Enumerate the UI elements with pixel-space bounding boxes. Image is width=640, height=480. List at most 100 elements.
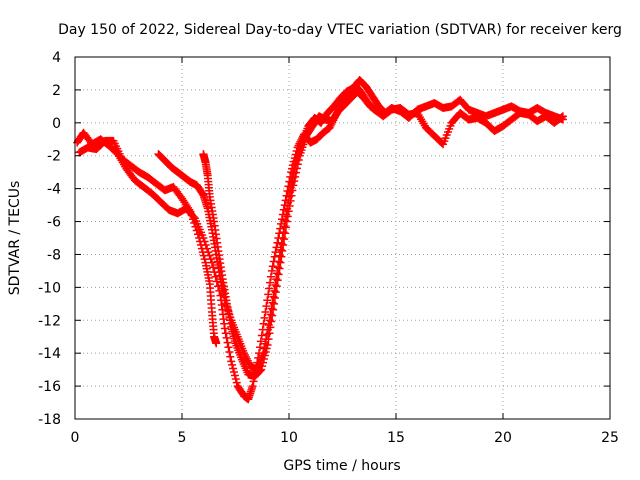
data-point bbox=[289, 181, 298, 190]
data-point bbox=[195, 234, 204, 242]
data-point bbox=[260, 313, 269, 322]
data-point bbox=[263, 340, 272, 349]
data-point bbox=[226, 352, 235, 361]
data-point bbox=[284, 207, 293, 216]
data-point bbox=[270, 299, 279, 308]
chart-title: Day 150 of 2022, Sidereal Day-to-day VTE… bbox=[58, 22, 622, 38]
data-point bbox=[259, 358, 268, 367]
data-point bbox=[221, 329, 230, 338]
data-point bbox=[265, 316, 274, 325]
plot-frame bbox=[74, 56, 611, 420]
data-point bbox=[269, 292, 278, 301]
data-point bbox=[197, 244, 206, 253]
data-point bbox=[272, 243, 281, 252]
data-point bbox=[224, 343, 233, 352]
data-point bbox=[227, 357, 236, 366]
data-point bbox=[199, 251, 208, 260]
data-point bbox=[222, 333, 231, 342]
data-point bbox=[325, 123, 334, 132]
data-point bbox=[272, 282, 281, 291]
data-point bbox=[271, 281, 280, 290]
data-point bbox=[268, 298, 277, 307]
data-point bbox=[259, 355, 268, 364]
x-tick-label: 0 bbox=[71, 430, 80, 446]
data-point bbox=[190, 218, 199, 227]
data-point bbox=[191, 222, 200, 231]
data-point bbox=[268, 311, 277, 320]
data-point bbox=[283, 212, 292, 221]
data-point bbox=[211, 272, 220, 281]
data-point bbox=[189, 215, 198, 224]
data-point bbox=[267, 317, 276, 326]
data-point bbox=[275, 264, 284, 273]
data-point bbox=[280, 222, 289, 231]
data-point bbox=[248, 382, 257, 391]
data-point bbox=[294, 155, 303, 164]
data-point bbox=[257, 331, 266, 340]
data-point bbox=[220, 324, 229, 333]
x-tick-label: 15 bbox=[387, 430, 405, 446]
series-track-2 bbox=[75, 136, 221, 348]
data-point bbox=[266, 323, 275, 332]
x-tick-label: 5 bbox=[178, 430, 187, 446]
data-point bbox=[274, 270, 283, 279]
data-point bbox=[198, 248, 207, 257]
y-tick-label: -2 bbox=[47, 149, 61, 165]
data-point bbox=[279, 228, 288, 237]
data-point bbox=[193, 230, 202, 239]
data-point bbox=[259, 319, 268, 328]
data-point bbox=[232, 378, 241, 387]
y-tick-label: -6 bbox=[47, 215, 61, 231]
data-point bbox=[372, 107, 381, 116]
y-tick-label: 2 bbox=[52, 83, 61, 99]
series-track-1 bbox=[73, 80, 567, 404]
y-tick-label: -4 bbox=[47, 182, 61, 198]
data-point bbox=[229, 364, 238, 373]
y-tick-label: -14 bbox=[38, 346, 61, 362]
data-point bbox=[269, 305, 278, 314]
x-tick-labels: 0 5 10 15 20 25 bbox=[71, 430, 619, 446]
data-point bbox=[276, 258, 285, 267]
data-point bbox=[264, 290, 273, 299]
data-point bbox=[266, 272, 275, 281]
data-point bbox=[225, 348, 234, 357]
y-tick-label: -10 bbox=[38, 280, 61, 296]
data-point bbox=[267, 304, 276, 313]
data-point bbox=[228, 360, 237, 369]
data-point bbox=[278, 234, 287, 242]
grid bbox=[75, 57, 610, 419]
y-tick-label: -8 bbox=[47, 247, 61, 263]
data-point bbox=[266, 278, 275, 287]
data-point bbox=[276, 245, 285, 254]
data-point bbox=[288, 186, 297, 195]
data-point bbox=[265, 284, 274, 293]
data-point bbox=[558, 115, 567, 124]
data-point bbox=[196, 241, 205, 250]
y-axis-label: SDTVAR / TECUs bbox=[7, 181, 23, 296]
y-tick-label: 0 bbox=[52, 116, 61, 132]
data-point bbox=[256, 366, 265, 375]
data-point bbox=[270, 293, 279, 302]
data-point bbox=[229, 367, 238, 376]
data-point bbox=[282, 217, 291, 226]
x-axis-label: GPS time / hours bbox=[283, 458, 400, 474]
data-point bbox=[275, 251, 284, 260]
data-point bbox=[262, 344, 271, 353]
x-tick-label: 20 bbox=[494, 430, 512, 446]
axis-ticks bbox=[74, 56, 611, 420]
data-point bbox=[187, 211, 196, 220]
data-point bbox=[270, 252, 279, 261]
data-point bbox=[186, 207, 195, 216]
data-point bbox=[271, 248, 280, 257]
data-point bbox=[260, 351, 269, 360]
data-point bbox=[263, 296, 272, 305]
data-point bbox=[231, 375, 240, 384]
data-point bbox=[277, 239, 286, 248]
data-point bbox=[261, 348, 270, 357]
data-point bbox=[256, 337, 265, 346]
data-point bbox=[257, 365, 266, 374]
y-tick-label: 4 bbox=[52, 50, 61, 66]
data-point bbox=[266, 310, 275, 319]
data-point bbox=[274, 257, 283, 266]
